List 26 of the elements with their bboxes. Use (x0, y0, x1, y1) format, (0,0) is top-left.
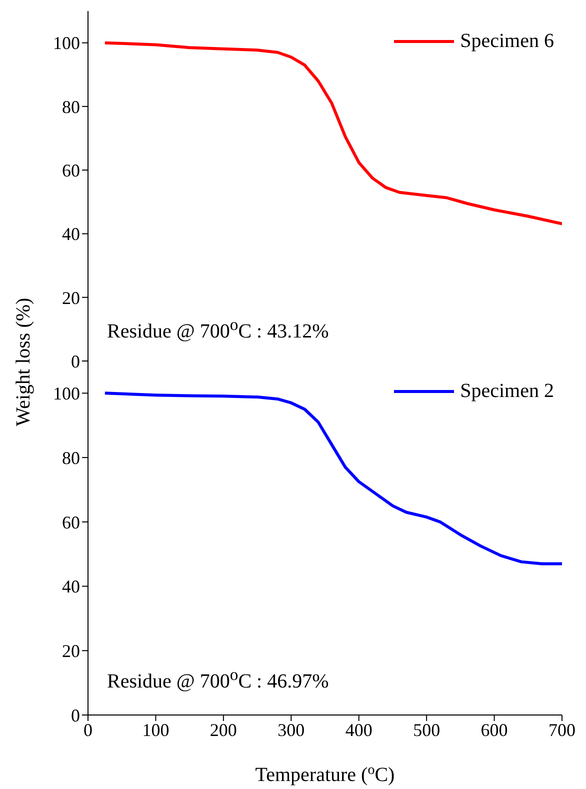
x-tick-label: 300 (278, 720, 305, 740)
x-axis-title: Temperature ($^{o}$C) (255, 762, 395, 786)
x-tick-label: 400 (345, 720, 372, 740)
y-tick-label: 80 (62, 96, 80, 117)
x-tick-label: 100 (142, 720, 170, 740)
x-tick-label: 700 (548, 720, 576, 740)
y-tick-label: 20 (62, 288, 80, 308)
y-tick-label: 60 (62, 160, 80, 180)
legend-label: Specimen 6 (460, 30, 554, 53)
y-tick-label: 60 (62, 512, 80, 532)
x-tick-label: 0 (84, 720, 92, 740)
y-tick-label: 40 (62, 224, 80, 244)
y-tick-label: 100 (53, 33, 80, 54)
y-tick-label: 80 (62, 448, 80, 468)
y-tick-label: 0 (71, 351, 80, 372)
annotation: Residue @ 700$^{o}$C : 43.12% (107, 315, 329, 344)
x-tick-label: 500 (413, 720, 440, 740)
x-tick-label: 200 (210, 720, 237, 740)
y-axis-title: Weight loss (%) (12, 298, 36, 426)
y-tick-label: 40 (62, 576, 80, 597)
x-tick-label: 600 (480, 720, 508, 740)
legend-label: Specimen 2 (460, 380, 554, 403)
y-tick-label: 100 (53, 384, 80, 404)
annotation: Residue @ 700$^{o}$C : 46.97% (107, 665, 329, 694)
y-tick-label: 20 (62, 641, 80, 662)
y-tick-label: 0 (71, 705, 80, 726)
